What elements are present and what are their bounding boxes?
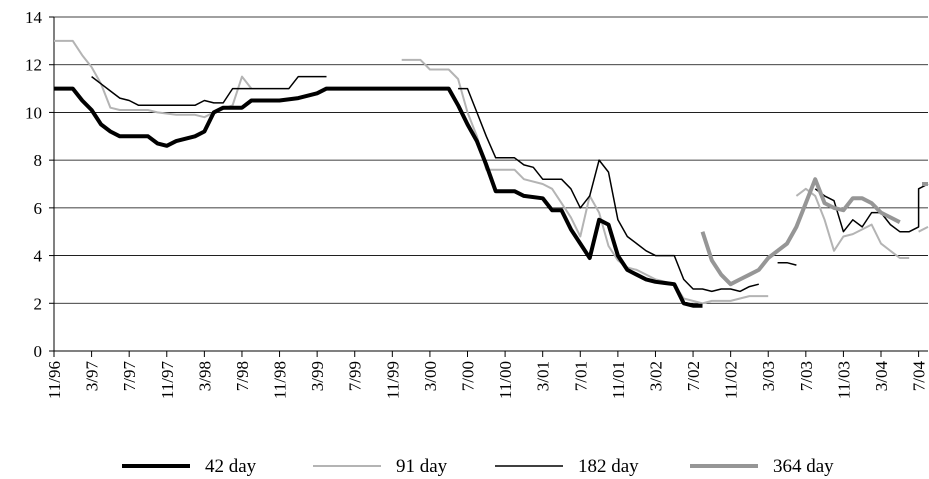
x-tick-label: 3/98	[195, 361, 214, 391]
x-tick-label: 7/03	[797, 361, 816, 391]
legend-label-182-day: 182 day	[578, 456, 639, 477]
x-tick-label: 7/97	[120, 361, 139, 392]
series-line	[795, 187, 910, 259]
x-tick-label: 11/99	[383, 361, 402, 399]
series-lines	[54, 39, 929, 308]
y-tick-label: 4	[34, 247, 43, 266]
x-tick-label: 3/00	[421, 361, 440, 391]
series-42-day	[54, 86, 703, 308]
series-line	[700, 177, 901, 287]
y-tick-label: 12	[25, 56, 42, 75]
y-tick-label: 10	[25, 103, 42, 122]
x-tick-label: 3/97	[83, 361, 102, 392]
series-line	[54, 86, 703, 308]
series-182-day	[91, 75, 929, 293]
series-line	[777, 261, 797, 266]
series-line	[814, 183, 929, 233]
series-line	[458, 87, 759, 293]
x-tick-label: 11/97	[158, 361, 177, 400]
x-tick-label: 11/00	[496, 361, 515, 399]
x-tick-label: 3/03	[759, 361, 778, 391]
legend-label-364-day: 364 day	[773, 456, 834, 477]
y-tick-label: 2	[34, 294, 43, 313]
y-tick-label: 8	[34, 151, 43, 170]
series-line	[91, 75, 327, 107]
series-line	[918, 226, 929, 233]
y-axis: 0 2 4 6 8 10 12 14	[25, 8, 55, 361]
x-tick-label: 7/01	[571, 361, 590, 391]
x-axis: 11/96 3/97 7/97 11/97 3/98 7/98 11/98 3/99 7/99 1…	[45, 350, 929, 400]
legend-label-91-day: 91 day	[396, 456, 448, 477]
gridlines	[54, 16, 928, 304]
x-tick-label: 7/98	[233, 361, 252, 391]
y-tick-label: 14	[25, 8, 43, 27]
y-tick-label: 0	[34, 342, 43, 361]
series-line	[401, 58, 769, 305]
x-tick-label: 3/01	[534, 361, 553, 391]
x-tick-label: 11/03	[834, 361, 853, 399]
series-91-day	[54, 39, 929, 305]
x-tick-label: 7/02	[684, 361, 703, 391]
x-tick-label: 7/04	[910, 361, 929, 392]
x-tick-label: 7/99	[346, 361, 365, 391]
x-tick-label: 11/02	[722, 361, 741, 399]
legend: 42 day 91 day 182 day 364 day	[122, 456, 834, 477]
x-tick-label: 11/96	[45, 361, 64, 399]
x-tick-label: 3/02	[646, 361, 665, 391]
legend-label-42-day: 42 day	[205, 456, 257, 477]
x-tick-label: 11/01	[609, 361, 628, 399]
x-tick-label: 11/98	[271, 361, 290, 399]
x-tick-label: 3/04	[872, 361, 891, 392]
series-364-day	[700, 177, 928, 287]
x-tick-label: 7/00	[459, 361, 478, 391]
x-tick-label: 3/99	[308, 361, 327, 391]
y-tick-label: 6	[34, 199, 43, 218]
